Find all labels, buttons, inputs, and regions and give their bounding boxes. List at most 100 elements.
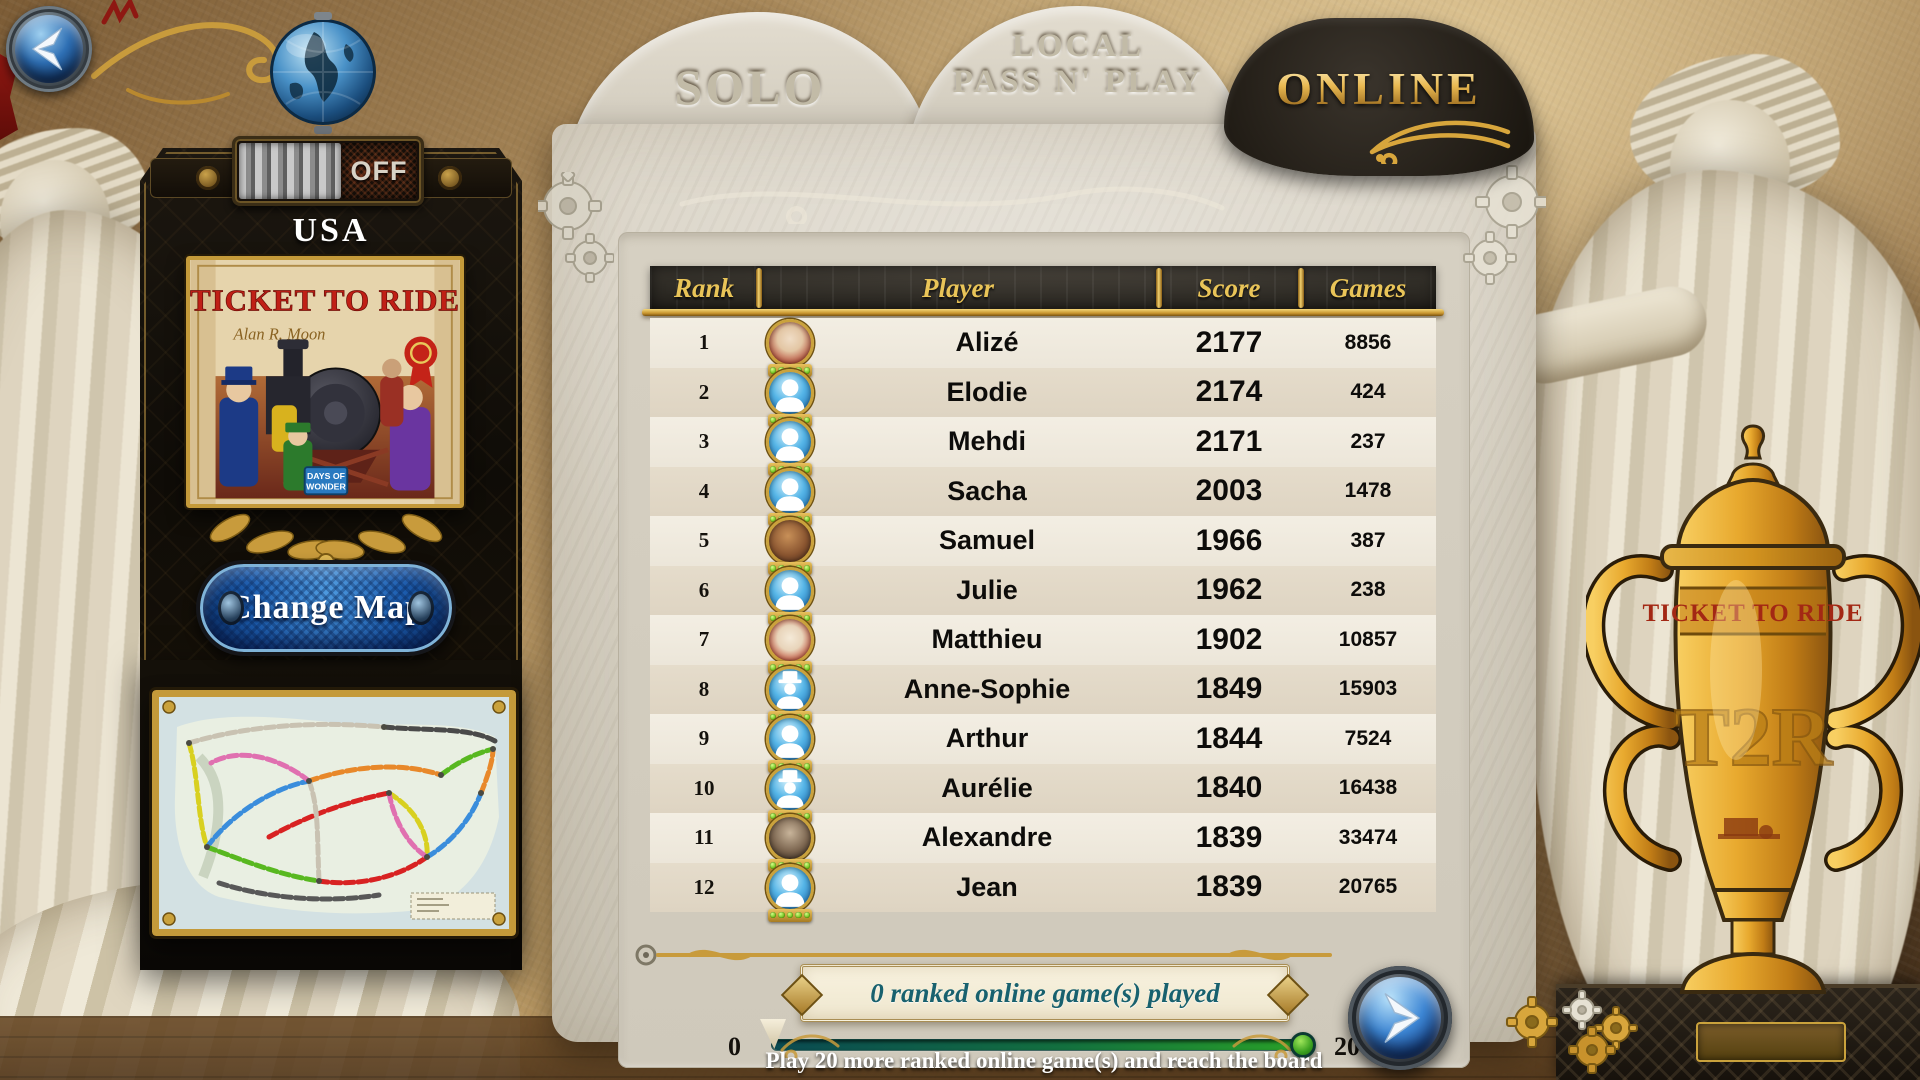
leaderboard-rows: 1 Alizé 2177 8856 2 Elodie 2174 424 3 [650,318,1436,922]
ticket-to-ride-box-art: TICKET TO RIDE Alan R. Moon DAYS OF WOND… [184,254,466,510]
engraved-swirl-decor [679,186,1225,224]
svg-text:Alan R. Moon: Alan R. Moon [233,324,326,343]
svg-text:WONDER: WONDER [306,481,346,491]
tab-online[interactable]: Online [1224,18,1534,176]
avatar-gem-collar [768,908,812,922]
player-avatar [766,863,814,922]
leaderboard-row: 2 Elodie 2174 424 [650,367,1436,427]
toggle-state-label: OFF [350,155,408,186]
score-value: 1840 [1195,771,1263,805]
red-flower-decor [101,0,139,25]
trophy-engraving-monogram: T2R [1674,691,1834,784]
player-avatar [766,418,814,476]
rank-value: 12 [693,874,715,899]
tab-solo-label: Solo [674,59,826,115]
games-value: 1478 [1344,479,1392,503]
globe-icon [270,12,376,134]
rank-value: 7 [698,627,710,652]
player-name: Anne-Sophie [903,673,1071,704]
rank-value: 1 [698,330,710,355]
player-avatar [766,665,814,724]
status-banner-text: 0 ranked online game(s) played [870,977,1220,1008]
header-divider [756,268,762,308]
change-map-button[interactable]: Change Map [196,560,456,656]
next-button[interactable] [1348,966,1452,1070]
online-map-toggle[interactable]: OFF [232,136,424,206]
avatar-default-blue-icon [766,467,814,516]
progress-hint-text: Play 20 more ranked online game(s) and r… [765,1048,1323,1073]
score-value: 1902 [1195,622,1263,656]
player-name: Arthur [945,723,1029,754]
column-header-games: Games [1329,272,1407,303]
avatar-default-blue-icon [766,368,814,417]
leaderboard-row: 7 Matthieu 1902 10857 [650,615,1436,674]
leaderboard-row: 6 Julie 1962 238 [650,565,1436,625]
avatar-portrait-dark-icon [766,814,814,862]
gold-filigree [91,22,281,105]
player-avatar [766,319,814,377]
rank-value: 8 [698,676,710,701]
progress-track[interactable] [772,1040,1302,1050]
column-header-rank: Rank [673,272,735,303]
rivet-icon [218,591,244,625]
leaderboard-row: 9 Arthur 1844 7524 [650,714,1436,773]
gold-flourish-icon [1369,120,1511,164]
avatar-default-blue-icon [766,715,814,763]
gold-rule [642,309,1444,316]
leaderboard-row: 10 Aurélie 1840 16438 [650,763,1436,823]
games-value: 424 [1350,380,1386,404]
games-value: 33474 [1338,825,1398,849]
player-name: Julie [956,574,1018,605]
rank-value: 5 [698,528,710,553]
tab-local-label-line2: Pass N' Play [952,64,1204,100]
column-header-player: Player [922,272,994,303]
footer-flourish [635,944,1332,966]
trophy-engraving-title: TICKET TO RIDE [1642,600,1863,627]
player-avatar [766,517,814,575]
avatar-blue-tophat-icon [766,665,814,714]
player-avatar [766,467,814,526]
avatar-blue-tophat-icon [766,764,814,813]
usa-map-preview [149,687,519,939]
gold-curl-icon [1232,1034,1292,1058]
avatar-portrait-crown-icon [766,616,814,664]
player-avatar [766,715,814,773]
tab-online-label: Online [1224,62,1534,115]
back-button[interactable] [6,6,92,92]
player-name: Aurélie [941,772,1033,803]
player-name: Samuel [938,525,1036,556]
score-value: 2171 [1195,424,1263,458]
leaderboard-row: 12 Jean 1839 20765 [650,862,1436,922]
games-value: 237 [1350,429,1386,453]
score-value: 1844 [1195,721,1263,755]
games-value: 387 [1350,528,1386,552]
change-map-label: Change Map [227,589,425,626]
avatar-default-blue-icon [766,418,814,466]
rank-value: 2 [698,379,710,404]
rank-value: 9 [698,726,710,751]
progress-knob[interactable] [1290,1032,1316,1058]
score-value: 1839 [1195,820,1263,854]
games-value: 16438 [1338,776,1398,800]
avatar-portrait-elder-icon [766,319,814,367]
player-name: Sacha [947,475,1027,506]
status-banner: 0 ranked online game(s) played [800,964,1290,1022]
games-value: 15903 [1338,677,1398,701]
leaderboard-row: 3 Mehdi 2171 237 [650,417,1436,476]
column-header-score: Score [1197,272,1261,303]
svg-text:DAYS OF: DAYS OF [307,471,345,481]
player-avatar [766,814,814,872]
player-avatar [766,764,814,823]
leaderboard-row: 5 Samuel 1966 387 [650,516,1436,575]
leaderboard-row: 8 Anne-Sophie 1849 15903 [650,664,1436,724]
gear-icon [1463,165,1546,285]
leaderboard-row: 11 Alexandre 1839 33474 [650,813,1436,872]
rank-value: 3 [698,429,710,454]
selected-map-name: USA [292,212,370,249]
header-divider [1298,268,1304,308]
avatar-default-blue-icon [766,566,814,615]
gear-icon [1506,990,1638,1074]
score-value: 2003 [1195,474,1263,508]
toggle-slider-handle[interactable] [239,143,341,199]
player-avatar [766,616,814,674]
